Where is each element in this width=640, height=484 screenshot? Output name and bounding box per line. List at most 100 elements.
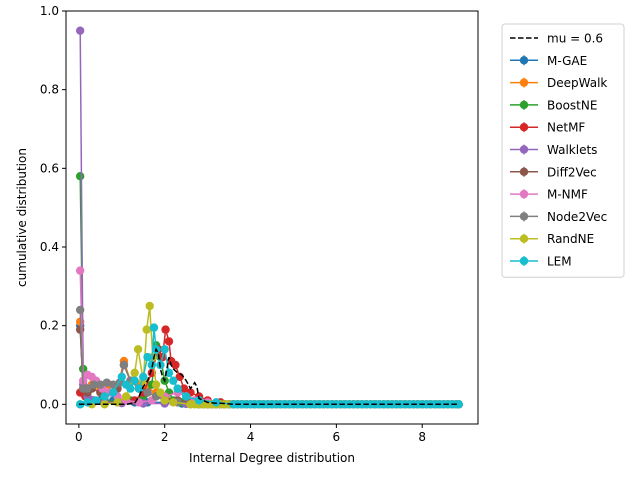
legend-label: BoostNE xyxy=(547,98,597,112)
data-point xyxy=(173,384,182,393)
data-point xyxy=(109,388,118,397)
data-point xyxy=(75,172,85,181)
legend-entry: NetMF xyxy=(510,121,585,135)
data-point xyxy=(142,325,151,334)
legend-marker xyxy=(519,256,529,266)
series-randne xyxy=(75,301,463,409)
data-point xyxy=(164,368,174,378)
data-point xyxy=(139,372,148,381)
series-node2vec xyxy=(75,305,463,409)
reference-line xyxy=(78,347,459,406)
data-point xyxy=(194,396,204,405)
legend-label: mu = 0.6 xyxy=(547,32,603,46)
legend-entry: M-GAE xyxy=(510,54,587,68)
legend-marker xyxy=(519,145,529,154)
data-point xyxy=(100,392,109,401)
legend-entry: Walklets xyxy=(510,143,597,157)
data-point xyxy=(113,398,122,407)
data-point xyxy=(121,392,131,401)
legend-label: NetMF xyxy=(547,121,585,135)
series-line xyxy=(79,329,459,406)
data-point xyxy=(117,372,126,381)
legend-label: Walklets xyxy=(547,143,597,157)
x-tick-label: 6 xyxy=(333,430,341,444)
data-point xyxy=(75,266,85,275)
x-axis-label: Internal Degree distribution xyxy=(189,451,355,465)
data-point xyxy=(149,323,159,332)
y-tick-label: 0.6 xyxy=(40,161,59,175)
legend-marker xyxy=(519,123,529,132)
legend-label: RandNE xyxy=(547,232,594,246)
legend: mu = 0.6 M-GAE DeepWalk BoostNE NetMF Walklet… xyxy=(501,23,625,278)
legend-marker xyxy=(519,234,529,243)
axes-frame xyxy=(65,10,479,425)
legend-label: M-NMF xyxy=(547,188,588,202)
y-tick-label: 1.0 xyxy=(40,4,59,18)
series-line xyxy=(79,329,459,406)
data-point xyxy=(169,376,178,385)
data-point xyxy=(171,360,180,370)
series-m-gae xyxy=(75,321,463,409)
data-point xyxy=(143,388,152,397)
data-point xyxy=(83,384,92,393)
legend-marker xyxy=(519,56,529,65)
data-point xyxy=(156,388,165,397)
data-point xyxy=(83,398,92,407)
legend-label: Node2Vec xyxy=(547,210,607,224)
data-point xyxy=(133,345,143,354)
series-line xyxy=(79,325,459,406)
series-deepwalk xyxy=(75,317,463,409)
data-point xyxy=(179,384,189,393)
data-point xyxy=(161,325,170,334)
series-netmf xyxy=(75,325,463,409)
series-walklets xyxy=(75,26,463,409)
y-axis-label: cumulative distribution xyxy=(15,148,29,287)
legend-entry: BoostNE xyxy=(510,98,597,112)
legend-marker xyxy=(519,78,529,87)
legend-marker xyxy=(519,189,529,199)
data-point xyxy=(134,384,144,393)
legend-marker xyxy=(519,167,529,176)
series-layer xyxy=(75,26,463,409)
data-point xyxy=(130,368,139,378)
data-point xyxy=(212,398,221,407)
data-point xyxy=(91,396,101,405)
legend-entry: DeepWalk xyxy=(510,76,607,90)
y-tick-label: 0.0 xyxy=(40,397,59,411)
legend-box xyxy=(501,23,625,278)
legend-marker xyxy=(519,100,529,110)
x-tick-label: 4 xyxy=(247,430,255,444)
ticks-layer: 0 2 4 6 8 0.0 0.2 0.4 0.6 0.8 1.0 xyxy=(40,4,426,444)
legend-entry: Diff2Vec xyxy=(510,165,597,179)
y-tick-label: 0.8 xyxy=(40,83,59,97)
data-point xyxy=(145,301,154,311)
legend-label: M-GAE xyxy=(547,54,587,68)
data-point xyxy=(126,384,135,393)
data-point xyxy=(75,305,85,315)
legend-entry: LEM xyxy=(510,255,572,269)
legend-entry: M-NMF xyxy=(510,188,588,202)
x-tick-label: 8 xyxy=(418,430,426,444)
legend-label: DeepWalk xyxy=(547,76,607,90)
data-point xyxy=(109,380,118,389)
data-point xyxy=(89,380,99,389)
x-tick-label: 2 xyxy=(161,430,169,444)
data-point xyxy=(119,360,129,370)
data-point xyxy=(181,392,191,401)
legend-entry: RandNE xyxy=(510,232,594,246)
x-tick-label: 0 xyxy=(75,430,83,444)
data-point xyxy=(151,380,161,389)
series-lem xyxy=(75,323,463,409)
legend-marker xyxy=(519,212,529,221)
data-point xyxy=(96,380,105,389)
data-point xyxy=(160,345,169,354)
series-diff2vec xyxy=(75,325,463,409)
legend-label: LEM xyxy=(547,255,572,269)
data-point xyxy=(143,352,152,362)
y-tick-label: 0.2 xyxy=(40,319,59,333)
data-point xyxy=(102,378,111,387)
y-tick-label: 0.4 xyxy=(40,240,59,254)
data-point xyxy=(169,398,178,407)
data-point xyxy=(130,376,139,385)
legend-entry: mu = 0.6 xyxy=(510,32,603,46)
